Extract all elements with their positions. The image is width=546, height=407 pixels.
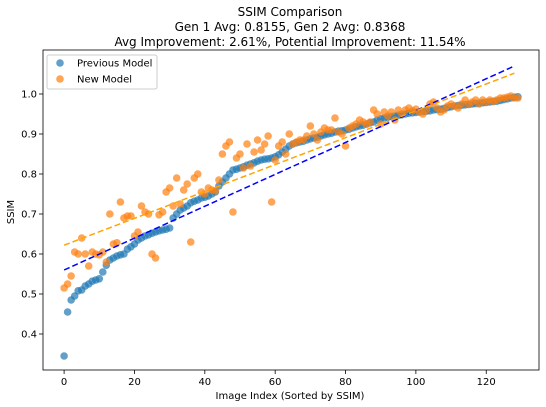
point-new-model: [63, 280, 72, 288]
trendline-previous-model: [63, 65, 515, 271]
point-new-model: [338, 130, 346, 138]
x-tick-label: 40: [198, 377, 211, 388]
point-previous-model: [95, 275, 104, 283]
x-tick-label: 100: [406, 377, 425, 388]
point-new-model: [250, 148, 258, 156]
point-new-model: [165, 184, 174, 192]
x-axis-label: Image Index (Sorted by SSIM): [216, 391, 365, 402]
point-new-model: [127, 212, 135, 220]
point-new-model: [211, 187, 220, 195]
point-new-model: [74, 250, 82, 258]
point-new-model: [229, 208, 237, 216]
point-new-model: [281, 150, 290, 158]
y-tick-label: 0.9: [21, 130, 37, 141]
point-new-model: [239, 164, 248, 172]
point-new-model: [169, 202, 177, 210]
y-tick-label: 0.7: [21, 210, 37, 221]
point-new-model: [306, 122, 315, 130]
point-new-model: [278, 138, 287, 146]
point-new-model: [422, 106, 431, 114]
y-tick-label: 0.4: [21, 330, 37, 341]
point-new-model: [225, 138, 234, 146]
point-new-model: [179, 186, 188, 194]
point-new-model: [106, 210, 114, 218]
point-previous-model: [165, 224, 174, 232]
legend-marker-previous-model: [56, 59, 64, 67]
point-new-model: [102, 258, 111, 266]
chart-title-line-1: SSIM Comparison: [238, 5, 343, 19]
point-previous-model: [63, 308, 72, 316]
y-tick-label: 0.6: [21, 250, 37, 261]
point-new-model: [376, 120, 385, 128]
point-new-model: [81, 250, 90, 258]
point-new-model: [193, 170, 202, 178]
x-tick-label: 60: [269, 377, 282, 388]
y-tick-label: 1.0: [21, 90, 37, 101]
legend-marker-new-model: [56, 75, 64, 83]
point-new-model: [215, 176, 223, 184]
point-new-model: [186, 238, 195, 246]
point-new-model: [260, 140, 269, 148]
point-new-model: [267, 198, 276, 206]
point-new-model: [218, 150, 227, 158]
x-tick-label: 20: [128, 377, 141, 388]
point-new-model: [134, 228, 142, 236]
legend-box: [46, 54, 158, 90]
y-tick-label: 0.5: [21, 290, 37, 301]
point-new-model: [172, 174, 181, 182]
point-new-model: [303, 132, 311, 140]
point-new-model: [327, 126, 336, 134]
chart-title-line-2: Gen 1 Avg: 0.8155, Gen 2 Avg: 0.8368: [175, 20, 406, 34]
point-new-model: [373, 110, 381, 118]
point-new-model: [264, 132, 272, 140]
axes-frame: [42, 49, 540, 371]
point-new-model: [331, 114, 339, 122]
chart-title: SSIM Comparison Gen 1 Avg: 0.8155, Gen 2…: [114, 5, 465, 49]
legend-label-previous-model: Previous Model: [77, 59, 152, 70]
point-previous-model: [99, 268, 107, 276]
point-new-model: [285, 130, 294, 138]
point-new-model: [158, 208, 167, 216]
point-new-model: [151, 254, 160, 262]
point-new-model: [514, 94, 522, 102]
point-new-model: [84, 262, 93, 270]
plot-area: 0 20 40 60 80 100 120 0.4 0.5 0.6 0.7 0.8 0.9 1.0: [21, 49, 540, 388]
y-axis-label: SSIM: [6, 200, 17, 224]
point-new-model: [183, 180, 192, 188]
x-tick-label: 0: [61, 377, 67, 388]
point-new-model: [67, 272, 75, 280]
point-new-model: [313, 136, 322, 144]
legend: Previous Model New Model: [46, 54, 158, 90]
point-new-model: [257, 146, 265, 154]
point-new-model: [236, 150, 244, 158]
chart-title-line-3: Avg Improvement: 2.61%, Potential Improv…: [114, 35, 465, 49]
point-new-model: [387, 108, 396, 116]
point-new-model: [243, 140, 251, 148]
point-new-model: [253, 136, 262, 144]
point-new-model: [366, 118, 374, 126]
point-new-model: [271, 156, 279, 164]
point-previous-model: [60, 352, 68, 360]
point-new-model: [116, 198, 125, 206]
point-new-model: [246, 162, 255, 170]
trendline-new-model: [63, 72, 515, 246]
y-tick-label: 0.8: [21, 170, 37, 181]
x-tick-label: 80: [339, 377, 352, 388]
legend-label-new-model: New Model: [77, 75, 132, 86]
point-new-model: [310, 130, 318, 138]
x-tick-label: 120: [477, 377, 496, 388]
point-new-model: [113, 239, 121, 247]
point-new-model: [137, 202, 146, 210]
